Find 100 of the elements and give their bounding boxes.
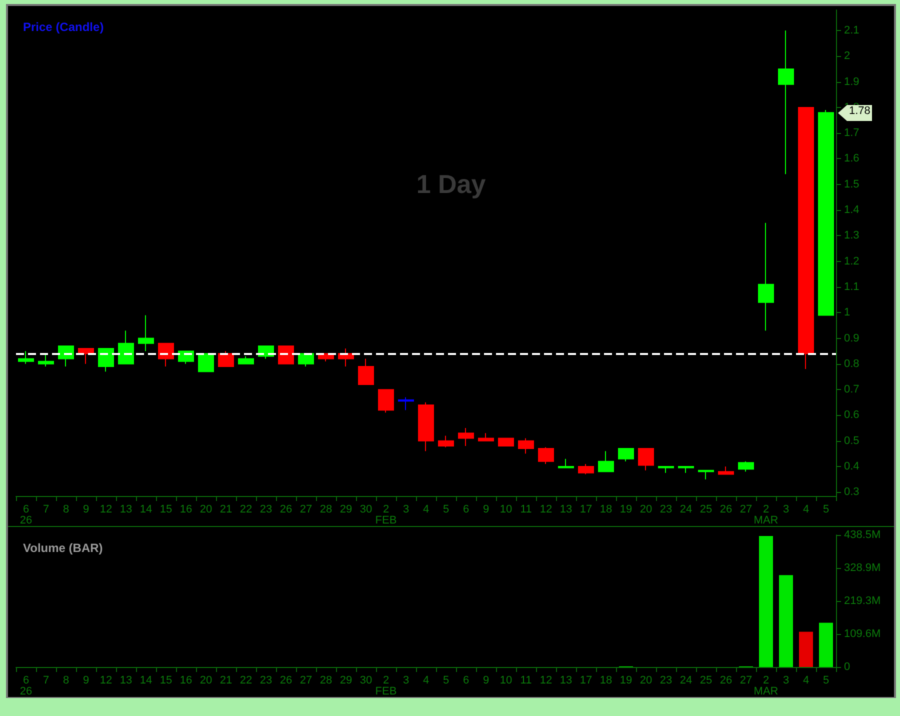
x-tick-label: 12 [540,674,552,686]
x-tick-label: 3 [782,674,790,686]
y-tick-label: 0.5 [844,434,860,447]
y-tick-label: 109.6M [844,628,881,640]
x-tick-label: 11 [520,674,532,686]
x-tick-label: 20 [640,504,652,516]
x-tick-label: 29 [340,504,352,516]
x-tick-label: 26 [280,674,292,686]
x-tick-label: 3 [402,504,410,516]
x-tick-label: 27 [300,674,312,686]
x-tick-label: 5 [822,504,830,516]
y-tick-label: 0 [844,661,850,673]
x-tick-label: 21 [220,504,232,516]
x-tick-label: 11 [520,504,532,516]
candlestick [598,450,614,472]
x-tick-label: 9 [82,504,90,516]
x-tick-label: 17 [580,674,592,686]
x-tick-label: 30 [360,504,372,516]
x-tick-label: 18 [600,674,612,686]
x-tick-label: 6 26 [20,504,32,526]
x-tick-label: 17 [580,504,592,516]
x-tick-label: 24 [680,674,692,686]
candlestick [218,350,234,367]
candlestick [418,402,434,452]
y-tick-label: 438.5M [844,529,881,541]
x-tick-label: 4 [422,674,430,686]
x-tick-label: 12 [540,504,552,516]
candlestick [58,345,74,367]
candlestick [138,314,154,352]
x-tick-label: 23 [660,674,672,686]
candlestick [558,458,574,468]
x-tick-label: 23 [260,674,272,686]
candlestick [358,358,374,385]
x-tick-label: 13 [560,504,572,516]
x-tick-label: 5 [442,504,450,516]
candlestick [758,222,774,332]
y-tick-label: 2.1 [844,24,860,37]
x-tick-label: 3 [402,674,410,686]
x-tick-label: 3 [782,504,790,516]
x-tick-label: 16 [180,504,192,516]
candlestick [618,448,634,462]
y-tick-label: 219.3M [844,594,881,607]
y-tick-label: 0.3 [844,486,860,498]
candlestick [78,348,94,364]
candlestick [158,342,174,367]
candlestick [458,428,474,446]
x-tick-label: 23 [260,504,272,516]
x-tick-label: 28 [320,504,332,516]
x-tick-label: 10 [500,674,512,686]
x-tick-label: 25 [700,674,712,686]
x-tick-label: 26 [280,504,292,516]
candlestick [38,353,54,367]
candlestick [538,446,554,464]
y-tick-label: 1.5 [844,178,860,190]
x-tick-label: 13 [120,504,132,516]
y-tick-label: 1.9 [844,76,860,88]
x-tick-label: 15 [160,674,172,686]
candlestick [18,350,34,364]
x-tick-label: 9 [482,674,490,686]
x-tick-label: 20 [640,674,652,686]
candlestick [578,463,594,475]
x-tick-label: 15 [160,504,172,516]
candlestick [738,460,754,472]
x-tick-label: 7 [42,674,50,686]
x-tick-label: 6 [462,504,470,516]
x-tick-label: 2 MAR [754,674,778,698]
x-tick-label: 9 [82,674,90,686]
x-tick-label: 4 [422,504,430,516]
x-tick-label: 28 [320,674,332,686]
x-tick-label: 19 [620,504,632,516]
x-tick-label: 24 [680,504,692,516]
x-tick-label: 23 [660,504,672,516]
y-tick-label: 2 [844,50,850,62]
x-tick-label: 8 [62,504,70,516]
candlestick [818,110,834,316]
x-tick-label: 25 [700,504,712,516]
candlestick [698,470,714,480]
candlestick [98,348,114,372]
y-tick-label: 1.7 [844,127,860,140]
candlestick [798,106,814,370]
y-tick-label: 1.3 [844,230,860,242]
x-tick-label: 30 [360,674,372,686]
x-tick-label: 7 [42,504,50,516]
candlestick [238,356,254,364]
y-tick-label: 328.9M [844,562,881,574]
candlestick [398,396,414,411]
candlestick [478,432,494,442]
candlestick [278,345,294,364]
x-tick-label: 20 [200,674,212,686]
x-tick-label: 27 [300,504,312,516]
x-tick-label: 22 [240,504,252,516]
x-tick-label: 14 [140,674,152,686]
x-tick-label: 5 [822,674,830,686]
candlestick [498,438,514,446]
x-tick-label: 13 [560,674,572,686]
candlestick [658,466,674,474]
x-tick-label: 2 FEB [375,674,397,698]
x-tick-label: 8 [62,674,70,686]
x-tick-label: 18 [600,504,612,516]
x-tick-label: 2 MAR [754,504,778,526]
